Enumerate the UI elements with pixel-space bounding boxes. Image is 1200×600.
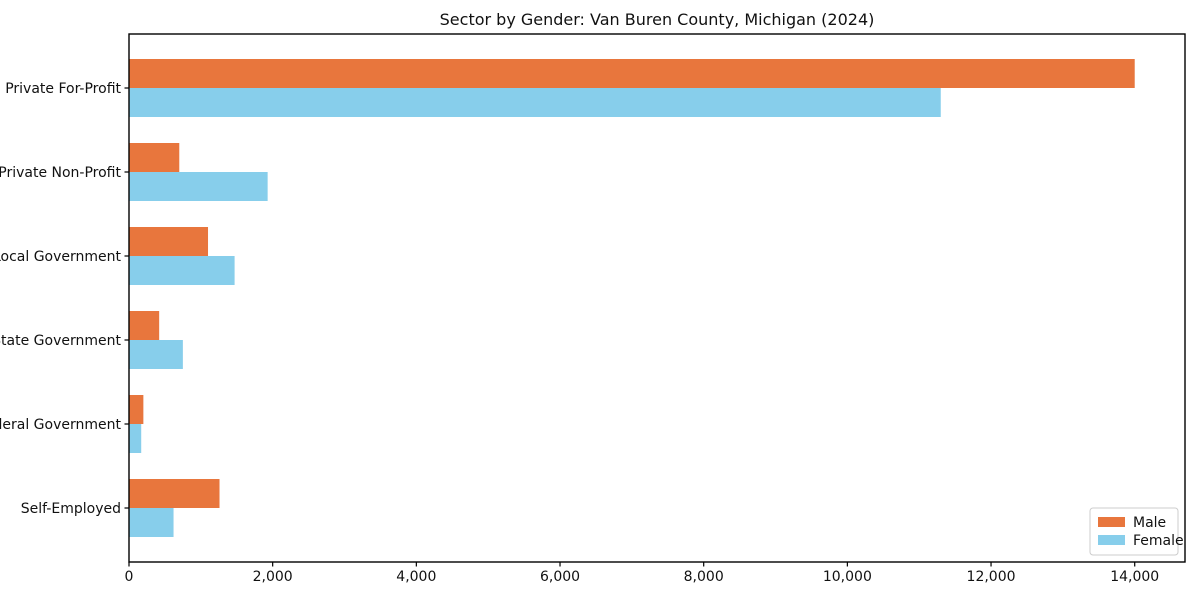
plot-frame (128, 33, 1186, 563)
bar-female-2 (129, 256, 235, 285)
bar-male-4 (129, 395, 144, 424)
x-tick-label-7: 14,000 (1110, 569, 1159, 585)
x-tick-label-2: 4,000 (396, 569, 436, 585)
y-tick-label-2: Local Government (0, 249, 122, 265)
bar-male-5 (129, 479, 220, 508)
legend-label-male: Male (1133, 515, 1166, 531)
bar-female-3 (129, 340, 183, 369)
bar-male-1 (129, 143, 180, 172)
x-tick-label-5: 10,000 (823, 569, 872, 585)
x-tick-label-3: 6,000 (540, 569, 580, 585)
legend-swatch-female-icon (1098, 535, 1125, 545)
y-tick-label-0: Private For-Profit (5, 81, 121, 97)
legend-label-female: Female (1133, 533, 1184, 549)
plot-background (129, 34, 1185, 562)
x-tick-label-1: 2,000 (253, 569, 293, 585)
bar-female-5 (129, 508, 174, 537)
chart-title: Sector by Gender: Van Buren County, Mich… (439, 10, 875, 29)
bar-male-0 (129, 59, 1135, 88)
bar-female-4 (129, 424, 142, 453)
bar-male-2 (129, 227, 209, 256)
bar-female-1 (129, 172, 268, 201)
bar-male-3 (129, 311, 160, 340)
x-tick-label-4: 8,000 (684, 569, 724, 585)
y-tick-label-3: State Government (0, 333, 121, 349)
legend-swatch-male-icon (1098, 517, 1125, 527)
x-tick-label-0: 0 (125, 569, 134, 585)
bar-female-0 (129, 88, 941, 117)
x-tick-label-6: 12,000 (967, 569, 1016, 585)
y-tick-label-5: Self-Employed (21, 501, 121, 517)
y-tick-label-4: Federal Government (0, 417, 122, 433)
y-tick-label-1: Private Non-Profit (0, 165, 122, 181)
